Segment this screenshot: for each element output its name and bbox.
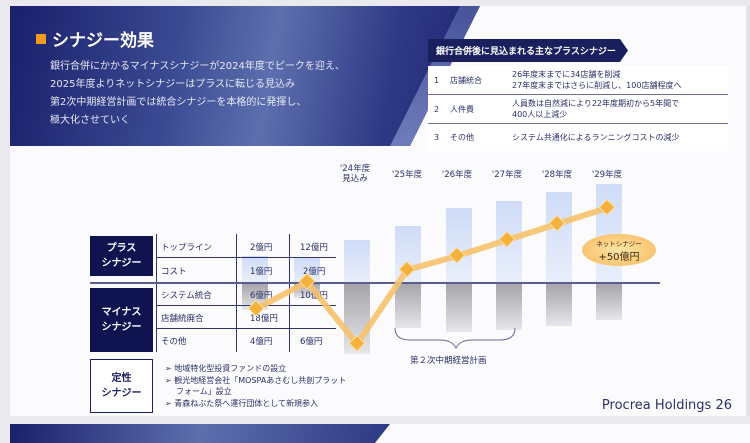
year-label: '28年度 [541,170,573,180]
bar-plus [242,256,268,282]
net-synergy-line [247,198,616,352]
list-item: 3 その他 システム共通化によるランニングコストの減少 [428,124,728,151]
year-label: '29年度 [591,170,623,180]
plan-label: 第２次中期経営計画 [410,356,487,366]
bar-minus [546,284,572,326]
year-label: '24年度 見込み [339,164,371,184]
table-cell: 店舗統廃合 [161,314,204,324]
list-item: 1 店舗統合 26年度末までに34店舗を削減 27年度末まではさらに削減し、100… [428,66,728,95]
list-item: ➢ 青森ねぶた祭へ運行団体として新規参入 [165,398,319,408]
table-cell: システム統合 [161,291,212,301]
bar-minus [496,284,522,330]
next-slide-banner [10,424,390,443]
panel-list: 1 店舗統合 26年度末までに34店舗を削減 27年度末まではさらに削減し、100… [428,66,728,151]
header-description: 銀行合併にかかるマイナスシナジーが2024年度でピークを迎え、 2025年度より… [50,61,345,126]
list-item: 2 人件費 人員数は自然減により22年度期初から5年間で 400人以上減少 [428,95,728,124]
divider [156,328,336,329]
table-cell: 2億円 [250,243,273,253]
bar-plus [546,192,572,282]
bar-plus [446,208,472,282]
next-slide-preview[interactable] [10,424,750,443]
zero-axis [90,282,660,284]
table-cell: 4億円 [250,337,273,347]
table-cell: 18億円 [250,314,278,324]
orange-square-icon [36,33,46,44]
bar-plus [344,240,370,282]
divider [236,234,238,352]
slide: シナジー効果 銀行合併にかかるマイナスシナジーが2024年度でピークを迎え、 2… [10,6,750,416]
page-title: シナジー効果 [36,26,154,51]
divider [156,234,158,352]
list-item: フォーム」設立 [176,387,232,396]
qualitative-synergy-label: 定性 シナジー [90,359,153,413]
table-cell: 6億円 [250,291,273,301]
table-cell: 6億円 [300,337,323,347]
table-cell: その他 [161,337,187,347]
table-cell: コスト [161,267,187,277]
year-label: '27年度 [491,170,523,180]
net-synergy-badge: ネットシナジー +50億円 [582,234,656,266]
divider [156,305,336,306]
list-item: ➢ 観光地経営会社「MOSPAあさむし共創プラット [165,375,347,385]
table-cell: 1億円 [250,267,273,277]
table-cell: トップライン [161,243,213,253]
table-cell: 12億円 [300,243,328,253]
qualitative-list: ➢ 地域特化型投資ファンドの設立 ➢ 観光地経営会社「MOSPAあさむし共創プラ… [165,363,346,409]
plus-synergy-label: プラス シナジー [90,236,153,276]
table-cell: 2億円 [303,267,326,277]
year-label: '26年度 [441,170,473,180]
header-banner [10,6,480,146]
bar-minus [596,284,622,320]
plus-synergy-panel: 銀行合併後に見込まれる主なプラスシナジー 1 店舗統合 26年度末までに34店舗… [428,39,728,151]
table-cell: 10億円 [300,291,328,301]
bar-minus [395,284,421,328]
year-label: '25年度 [391,170,423,180]
footer-page-label: Procrea Holdings 26 [601,398,732,413]
bar-minus [446,284,472,332]
list-item: ➢ 地域特化型投資ファンドの設立 [165,364,287,373]
divider [156,257,336,258]
panel-title: 銀行合併後に見込まれる主なプラスシナジー [428,39,628,62]
minus-synergy-label: マイナス シナジー [90,288,153,352]
